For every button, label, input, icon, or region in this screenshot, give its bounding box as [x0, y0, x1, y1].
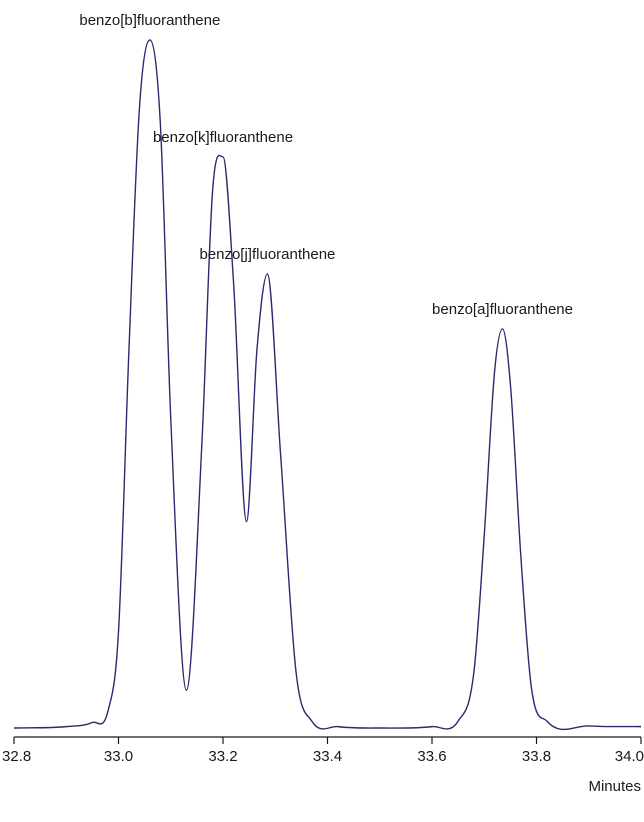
x-tick-label: 33.8 — [522, 748, 551, 765]
x-tick-label: 33.0 — [104, 748, 133, 765]
x-axis-ticks: 32.8 33.0 33.2 33.4 33.6 33.8 34.0 — [2, 737, 644, 765]
x-tick-label: 33.4 — [313, 748, 342, 765]
x-axis-title: Minutes — [588, 778, 641, 795]
peak-label: benzo[b]fluoranthene — [79, 12, 220, 29]
x-tick-label: 32.8 — [2, 748, 31, 765]
peak-labels: benzo[b]fluoranthene benzo[k]fluoranthene… — [79, 12, 573, 318]
x-tick-label: 33.2 — [208, 748, 237, 765]
chromatogram-trace — [13, 39, 642, 731]
x-tick-label: 33.6 — [417, 748, 446, 765]
x-axis: 32.8 33.0 33.2 33.4 33.6 33.8 34.0 Minutes — [2, 736, 644, 795]
peak-label: benzo[a]fluoranthene — [432, 301, 573, 318]
x-tick-label: 34.0 — [615, 748, 644, 765]
peak-label: benzo[k]fluoranthene — [153, 129, 293, 146]
peak-label: benzo[j]fluoranthene — [199, 246, 335, 263]
